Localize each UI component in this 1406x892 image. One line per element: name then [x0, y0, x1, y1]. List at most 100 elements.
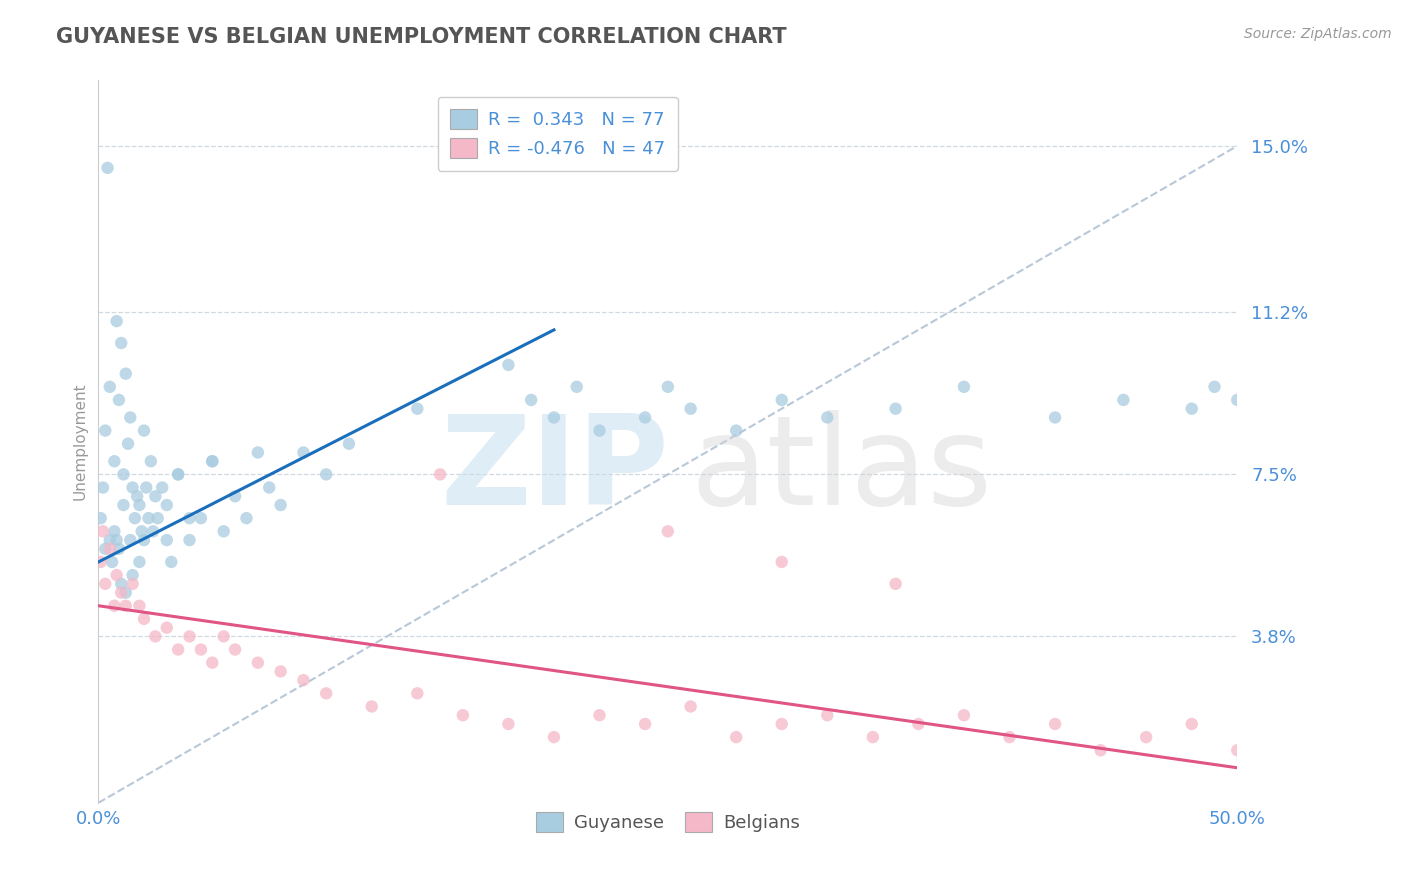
Point	[770, 392, 793, 407]
Point	[121, 481, 143, 495]
Point	[108, 392, 131, 407]
Point	[179, 511, 201, 525]
Point	[114, 367, 136, 381]
Point	[588, 708, 610, 723]
Legend: Guyanese, Belgians: Guyanese, Belgians	[523, 799, 813, 845]
Point	[94, 541, 117, 556]
Point	[235, 511, 257, 525]
Point	[114, 585, 136, 599]
Text: Source: ZipAtlas.com: Source: ZipAtlas.com	[1244, 27, 1392, 41]
Point	[91, 524, 114, 539]
Point	[150, 481, 173, 495]
Point	[543, 410, 565, 425]
Point	[212, 629, 235, 643]
Point	[246, 656, 269, 670]
Point	[160, 555, 183, 569]
Point	[103, 454, 125, 468]
Point	[1226, 743, 1249, 757]
Point	[1043, 717, 1066, 731]
Point	[315, 686, 337, 700]
Point	[1226, 392, 1249, 407]
Point	[770, 717, 793, 731]
Point	[259, 481, 281, 495]
Point	[167, 467, 190, 482]
Point	[156, 621, 179, 635]
Point	[105, 533, 128, 547]
Point	[679, 699, 702, 714]
Point	[128, 599, 150, 613]
Point	[127, 489, 149, 503]
Point	[112, 467, 135, 482]
Point	[212, 524, 235, 539]
Point	[94, 577, 117, 591]
Text: GUYANESE VS BELGIAN UNEMPLOYMENT CORRELATION CHART: GUYANESE VS BELGIAN UNEMPLOYMENT CORRELA…	[56, 27, 787, 46]
Point	[815, 410, 838, 425]
Point	[270, 665, 292, 679]
Point	[105, 314, 128, 328]
Point	[907, 717, 929, 731]
Point	[108, 541, 131, 556]
Point	[103, 524, 125, 539]
Point	[96, 161, 118, 175]
Text: ZIP: ZIP	[440, 410, 669, 531]
Point	[131, 524, 153, 539]
Point	[190, 511, 212, 525]
Point	[120, 533, 142, 547]
Point	[145, 489, 167, 503]
Point	[145, 629, 167, 643]
Point	[565, 380, 588, 394]
Point	[201, 656, 224, 670]
Point	[725, 424, 748, 438]
Point	[292, 673, 315, 688]
Point	[224, 489, 246, 503]
Y-axis label: Unemployment: Unemployment	[72, 383, 87, 500]
Point	[128, 498, 150, 512]
Point	[98, 541, 121, 556]
Point	[139, 454, 162, 468]
Point	[1112, 392, 1135, 407]
Text: atlas: atlas	[690, 410, 993, 531]
Point	[634, 410, 657, 425]
Point	[114, 599, 136, 613]
Point	[1181, 717, 1204, 731]
Point	[1181, 401, 1204, 416]
Point	[90, 555, 112, 569]
Point	[520, 392, 543, 407]
Point	[588, 424, 610, 438]
Point	[1204, 380, 1226, 394]
Point	[406, 686, 429, 700]
Point	[179, 629, 201, 643]
Point	[124, 511, 146, 525]
Point	[429, 467, 451, 482]
Point	[815, 708, 838, 723]
Point	[132, 612, 155, 626]
Point	[270, 498, 292, 512]
Point	[121, 577, 143, 591]
Point	[224, 642, 246, 657]
Point	[105, 568, 128, 582]
Point	[498, 717, 520, 731]
Point	[110, 577, 132, 591]
Point	[142, 524, 165, 539]
Point	[91, 481, 114, 495]
Point	[110, 585, 132, 599]
Point	[1135, 730, 1157, 744]
Point	[167, 467, 190, 482]
Point	[953, 380, 976, 394]
Point	[201, 454, 224, 468]
Point	[292, 445, 315, 459]
Point	[94, 424, 117, 438]
Point	[167, 642, 190, 657]
Point	[862, 730, 884, 744]
Point	[112, 498, 135, 512]
Point	[543, 730, 565, 744]
Point	[657, 524, 679, 539]
Point	[101, 555, 124, 569]
Point	[120, 410, 142, 425]
Point	[132, 424, 155, 438]
Point	[884, 577, 907, 591]
Point	[156, 498, 179, 512]
Point	[179, 533, 201, 547]
Point	[770, 555, 793, 569]
Point	[1043, 410, 1066, 425]
